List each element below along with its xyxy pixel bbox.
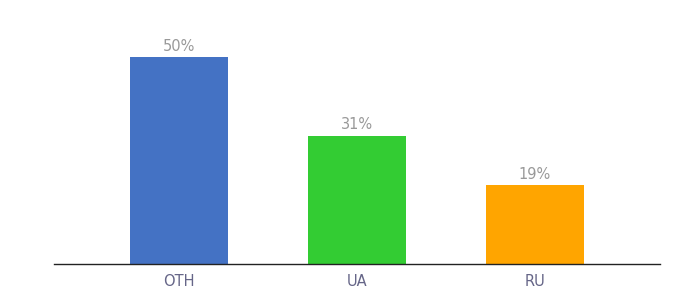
Text: 31%: 31% <box>341 117 373 132</box>
Bar <box>130 57 228 264</box>
Text: 19%: 19% <box>519 167 551 182</box>
Bar <box>308 136 406 264</box>
Text: 50%: 50% <box>163 39 195 54</box>
Bar <box>486 185 584 264</box>
